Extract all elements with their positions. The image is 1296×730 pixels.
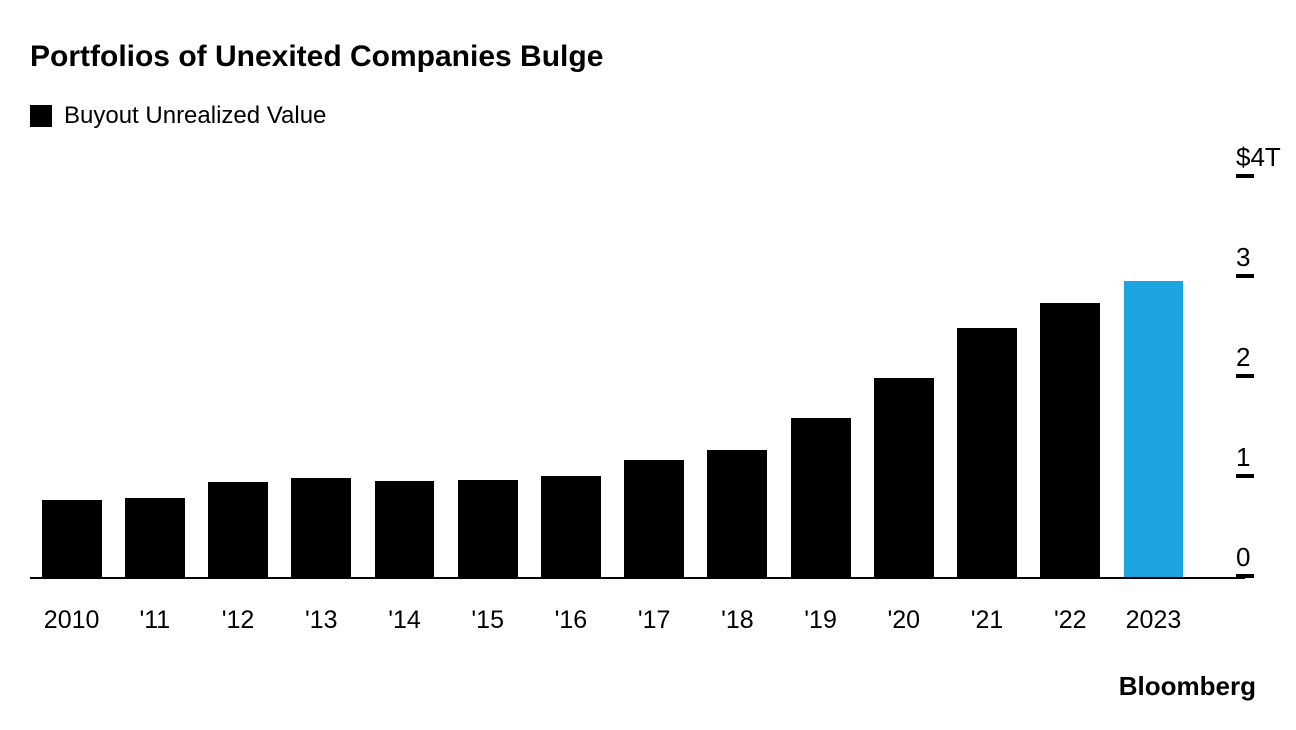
y-tick-mark	[1236, 374, 1254, 378]
x-tick-label: 2010	[30, 588, 113, 635]
bar-slot	[280, 178, 363, 578]
legend-label: Buyout Unrealized Value	[64, 102, 326, 130]
x-tick-label: '18	[696, 588, 779, 635]
bar	[458, 480, 518, 578]
y-tick-label: 2	[1236, 342, 1250, 373]
x-tick-label: 2023	[1112, 588, 1195, 635]
chart-container: Portfolios of Unexited Companies Bulge B…	[0, 0, 1296, 730]
x-axis-baseline	[30, 577, 1245, 579]
bar-slot	[1112, 178, 1195, 578]
y-tick-label: 0	[1236, 542, 1250, 573]
x-axis-labels: 2010'11'12'13'14'15'16'17'18'19'20'21'22…	[30, 588, 1195, 635]
x-tick-label: '17	[613, 588, 696, 635]
source-attribution: Bloomberg	[1119, 671, 1256, 702]
bar	[1040, 303, 1100, 578]
bar	[291, 478, 351, 578]
y-tick-mark	[1236, 174, 1254, 178]
bar	[624, 460, 684, 578]
y-tick-mark	[1236, 574, 1254, 578]
bar-slot	[696, 178, 779, 578]
bars-group	[30, 178, 1195, 578]
y-tick-label: 3	[1236, 242, 1250, 273]
bar	[42, 500, 102, 578]
bar	[541, 476, 601, 578]
legend: Buyout Unrealized Value	[30, 102, 1266, 130]
x-tick-label: '22	[1029, 588, 1112, 635]
bar-slot	[779, 178, 862, 578]
bar	[125, 498, 185, 578]
x-tick-label: '14	[363, 588, 446, 635]
y-tick-label: 1	[1236, 442, 1250, 473]
plot-area	[30, 178, 1195, 578]
bar-slot	[529, 178, 612, 578]
bar-slot	[196, 178, 279, 578]
bar-slot	[613, 178, 696, 578]
legend-swatch	[30, 105, 52, 127]
bar	[957, 328, 1017, 578]
bar-slot	[30, 178, 113, 578]
x-tick-label: '20	[862, 588, 945, 635]
y-axis: 0123$4T	[1200, 138, 1270, 578]
x-tick-label: '12	[196, 588, 279, 635]
y-tick-mark	[1236, 274, 1254, 278]
bar-slot	[945, 178, 1028, 578]
x-tick-label: '13	[280, 588, 363, 635]
y-tick-label: $4T	[1236, 142, 1281, 173]
chart-area: 0123$4T 2010'11'12'13'14'15'16'17'18'19'…	[30, 138, 1266, 588]
bar	[707, 450, 767, 578]
bar-slot	[1029, 178, 1112, 578]
bar-slot	[862, 178, 945, 578]
bar	[208, 482, 268, 578]
bar	[375, 481, 435, 578]
x-tick-label: '21	[945, 588, 1028, 635]
bar-slot	[113, 178, 196, 578]
x-tick-label: '15	[446, 588, 529, 635]
bar-slot	[446, 178, 529, 578]
chart-title: Portfolios of Unexited Companies Bulge	[30, 40, 1266, 74]
y-tick-mark	[1236, 474, 1254, 478]
x-tick-label: '16	[529, 588, 612, 635]
bar	[1124, 281, 1184, 578]
x-tick-label: '11	[113, 588, 196, 635]
bar-slot	[363, 178, 446, 578]
bar	[791, 418, 851, 578]
x-tick-label: '19	[779, 588, 862, 635]
bar	[874, 378, 934, 578]
